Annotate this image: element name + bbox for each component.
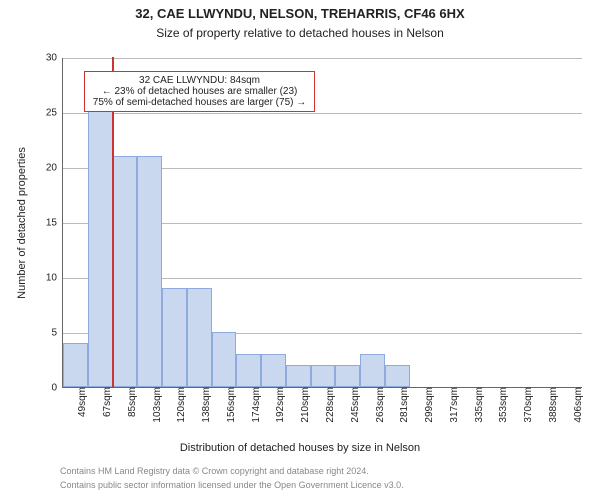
page-subtitle: Size of property relative to detached ho… [0, 26, 600, 40]
annotation-line: ← 23% of detached houses are smaller (23… [93, 86, 306, 97]
xtick-label: 156sqm [224, 387, 237, 423]
ytick-label: 5 [51, 328, 63, 339]
xtick-label: 174sqm [249, 387, 262, 423]
x-axis-label: Distribution of detached houses by size … [0, 442, 600, 454]
xtick-label: 263sqm [373, 387, 386, 423]
histogram-bar [162, 288, 187, 387]
ytick-label: 30 [46, 53, 63, 64]
xtick-label: 388sqm [546, 387, 559, 423]
histogram-bar [261, 354, 286, 387]
xtick-label: 335sqm [472, 387, 485, 423]
histogram-bar [212, 332, 237, 387]
annotation-box: 32 CAE LLWYNDU: 84sqm← 23% of detached h… [84, 71, 315, 112]
xtick-label: 353sqm [496, 387, 509, 423]
histogram-bar [311, 365, 336, 387]
histogram-bar [88, 101, 113, 387]
footer-line-2: Contains public sector information licen… [60, 480, 404, 490]
histogram-bar [137, 156, 162, 387]
xtick-label: 85sqm [125, 387, 138, 417]
xtick-label: 406sqm [571, 387, 584, 423]
gridline [63, 58, 582, 59]
xtick-label: 210sqm [298, 387, 311, 423]
xtick-label: 228sqm [323, 387, 336, 423]
xtick-label: 370sqm [521, 387, 534, 423]
annotation-line: 32 CAE LLWYNDU: 84sqm [93, 75, 306, 86]
footer-line-1: Contains HM Land Registry data © Crown c… [60, 466, 369, 476]
xtick-label: 317sqm [447, 387, 460, 423]
page-title: 32, CAE LLWYNDU, NELSON, TREHARRIS, CF46… [0, 6, 600, 21]
ytick-label: 0 [51, 383, 63, 394]
xtick-label: 245sqm [348, 387, 361, 423]
xtick-label: 49sqm [75, 387, 88, 417]
xtick-label: 67sqm [100, 387, 113, 417]
histogram-bar [335, 365, 360, 387]
annotation-line: 75% of semi-detached houses are larger (… [93, 97, 306, 108]
xtick-label: 299sqm [422, 387, 435, 423]
histogram-bar [236, 354, 261, 387]
ytick-label: 20 [46, 163, 63, 174]
histogram-bar [360, 354, 385, 387]
xtick-label: 103sqm [150, 387, 163, 423]
ytick-label: 15 [46, 218, 63, 229]
ytick-label: 25 [46, 108, 63, 119]
xtick-label: 281sqm [397, 387, 410, 423]
ytick-label: 10 [46, 273, 63, 284]
xtick-label: 138sqm [199, 387, 212, 423]
histogram-bar [286, 365, 311, 387]
histogram-bar [385, 365, 410, 387]
xtick-label: 120sqm [174, 387, 187, 423]
gridline [63, 113, 582, 114]
histogram-bar [113, 156, 138, 387]
y-axis-label: Number of detached properties [16, 147, 28, 299]
chart-plot-area: 05101520253049sqm67sqm85sqm103sqm120sqm1… [62, 58, 582, 388]
histogram-bar [63, 343, 88, 387]
histogram-bar [187, 288, 212, 387]
xtick-label: 192sqm [273, 387, 286, 423]
